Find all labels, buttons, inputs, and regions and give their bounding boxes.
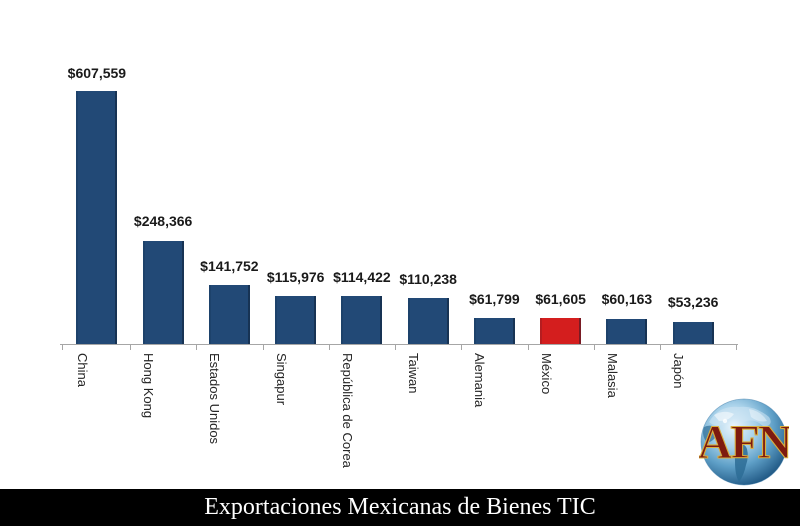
svg-text:AFN: AFN xyxy=(699,416,789,469)
